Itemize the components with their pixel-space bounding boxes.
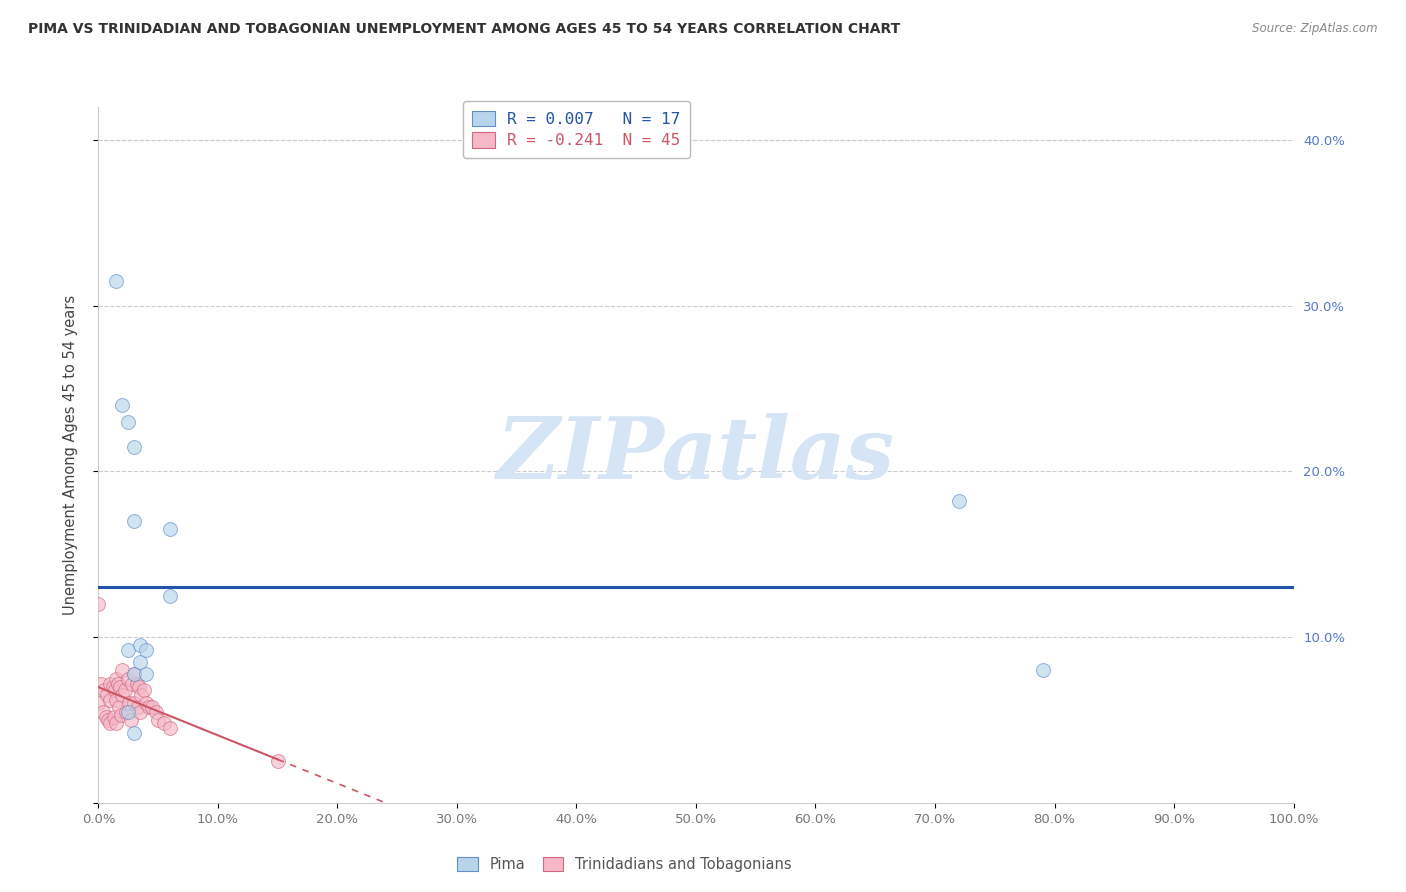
Point (135, 666, 157, 681)
Point (111, 688, 134, 702)
Point (129, 639, 152, 653)
Point (87, 597, 110, 611)
Point (98, 716, 122, 731)
Point (159, 721, 181, 735)
Point (153, 716, 176, 731)
Point (124, 514, 146, 528)
Point (124, 697, 146, 711)
Point (124, 440, 146, 454)
Point (111, 398, 134, 412)
Point (98, 676, 122, 690)
Point (108, 680, 131, 694)
Point (103, 709, 125, 723)
Point (127, 699, 149, 714)
Point (135, 643, 157, 657)
Point (135, 697, 157, 711)
Point (1032, 663, 1054, 677)
Point (131, 688, 153, 702)
Point (148, 713, 170, 727)
Point (141, 699, 163, 714)
Point (93, 683, 115, 698)
Point (96, 688, 118, 702)
Point (115, 705, 138, 719)
Point (124, 726, 146, 740)
Point (121, 676, 143, 690)
Point (97, 713, 120, 727)
Point (118, 697, 141, 711)
Point (87, 697, 110, 711)
Point (159, 523, 181, 537)
Point (114, 683, 136, 698)
Point (101, 680, 124, 694)
Point (124, 666, 146, 681)
Point (145, 705, 167, 719)
Point (91, 705, 114, 719)
Point (117, 415, 139, 429)
Point (105, 672, 128, 686)
Point (111, 663, 134, 677)
Text: Source: ZipAtlas.com: Source: ZipAtlas.com (1253, 22, 1378, 36)
Point (105, 274, 128, 288)
Point (98, 693, 122, 707)
Point (107, 699, 129, 714)
Text: ZIPatlas: ZIPatlas (496, 413, 896, 497)
Point (129, 655, 152, 669)
Point (138, 699, 160, 714)
Point (132, 683, 155, 698)
Point (110, 708, 132, 723)
Point (159, 589, 181, 603)
Point (125, 676, 148, 690)
Point (129, 705, 152, 719)
Point (948, 494, 970, 508)
Text: PIMA VS TRINIDADIAN AND TOBAGONIAN UNEMPLOYMENT AMONG AGES 45 TO 54 YEARS CORREL: PIMA VS TRINIDADIAN AND TOBAGONIAN UNEMP… (28, 22, 900, 37)
Legend: Pima, Trinidadians and Tobagonians: Pima, Trinidadians and Tobagonians (450, 849, 799, 879)
Point (117, 705, 139, 719)
Point (267, 755, 290, 769)
Point (105, 716, 128, 731)
Point (124, 666, 146, 681)
Point (94, 709, 117, 723)
Point (107, 676, 129, 690)
Point (117, 672, 139, 686)
Point (105, 693, 128, 707)
Y-axis label: Unemployment Among Ages 45 to 54 years: Unemployment Among Ages 45 to 54 years (63, 295, 77, 615)
Point (104, 683, 127, 698)
Point (128, 680, 150, 694)
Point (90, 676, 112, 690)
Point (120, 713, 142, 727)
Point (117, 643, 139, 657)
